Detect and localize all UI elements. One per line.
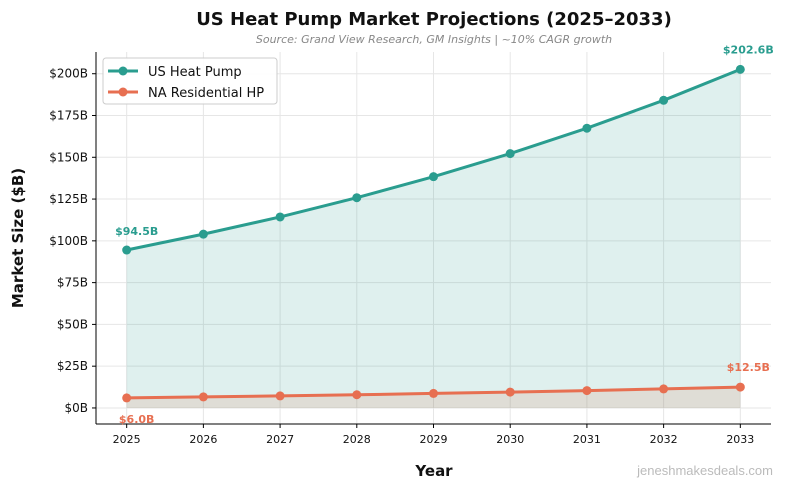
data-point (198, 229, 208, 239)
data-point (352, 193, 362, 203)
x-tick-label: 2028 (343, 433, 371, 446)
legend-marker (118, 66, 128, 76)
y-tick-label: $100B (49, 234, 88, 248)
data-point (275, 212, 285, 222)
data-point (198, 392, 208, 402)
y-tick-label: $75B (57, 276, 88, 290)
data-point (275, 391, 285, 401)
area-us-heat-pump (126, 69, 741, 408)
y-tick-label: $200B (49, 67, 88, 81)
y-tick-label: $0B (64, 401, 88, 415)
x-tick-label: 2026 (189, 433, 217, 446)
legend-box (102, 57, 278, 105)
chart-title: US Heat Pump Market Projections (2025–20… (196, 9, 672, 30)
y-ticks: $0B $25B $50B $75B $100B $125B $150B $175B $200B (49, 67, 96, 415)
y-tick-label: $50B (57, 317, 88, 331)
data-point (505, 149, 515, 159)
x-tick-label: 2031 (573, 433, 601, 446)
data-point (429, 388, 438, 398)
data-point (505, 387, 515, 397)
x-tick-label: 2027 (266, 433, 294, 446)
legend-label: NA Residential HP (148, 86, 264, 101)
data-labels: $94.5B $202.6B $6.0B $12.5B (115, 43, 774, 426)
x-tick-label: 2029 (420, 433, 448, 446)
y-tick-label: $175B (49, 109, 88, 123)
x-axis-label: Year (414, 462, 453, 480)
data-label-end: $202.6B (723, 43, 774, 56)
data-point (122, 393, 132, 403)
x-tick-label: 2032 (650, 433, 678, 446)
data-label-end: $12.5B (727, 361, 770, 374)
data-point (122, 245, 132, 255)
data-label-start: $94.5B (115, 225, 158, 238)
data-point (352, 390, 362, 400)
data-point (582, 123, 592, 133)
x-tick-label: 2030 (496, 433, 524, 446)
data-point (735, 64, 745, 74)
y-tick-label: $25B (57, 359, 88, 373)
legend-marker (118, 87, 128, 97)
data-label-start: $6.0B (119, 413, 155, 426)
data-point (659, 95, 669, 105)
legend-label: US Heat Pump (148, 65, 242, 80)
series-lines (122, 64, 745, 403)
chart-subtitle: Source: Grand View Research, GM Insights… (256, 33, 612, 46)
legend: US Heat Pump NA Residential HP (102, 57, 278, 105)
watermark: jeneshmakesdeals.com (636, 463, 773, 478)
y-tick-label: $150B (49, 150, 88, 164)
grid (96, 52, 771, 424)
data-point (582, 386, 592, 396)
data-point (659, 384, 669, 394)
y-axis-label: Market Size ($B) (9, 168, 27, 308)
y-tick-label: $125B (49, 192, 88, 206)
data-point (735, 382, 745, 392)
x-tick-label: 2025 (113, 433, 141, 446)
x-tick-label: 2033 (726, 433, 754, 446)
data-point (429, 172, 438, 182)
x-ticks: 2025 2026 2027 2028 2029 2030 2031 2032 2033 (113, 424, 754, 446)
